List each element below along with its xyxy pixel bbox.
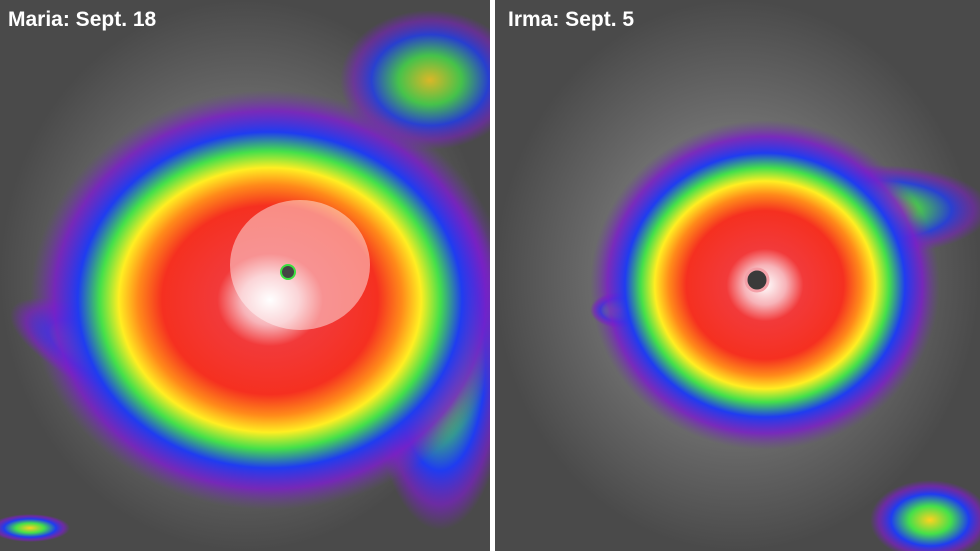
panel-label: Maria: Sept. 18 [8, 8, 157, 31]
irma-panel [495, 0, 980, 551]
maria-panel [0, 0, 490, 551]
panel-label: Irma: Sept. 5 [508, 8, 634, 31]
divider [490, 0, 495, 551]
